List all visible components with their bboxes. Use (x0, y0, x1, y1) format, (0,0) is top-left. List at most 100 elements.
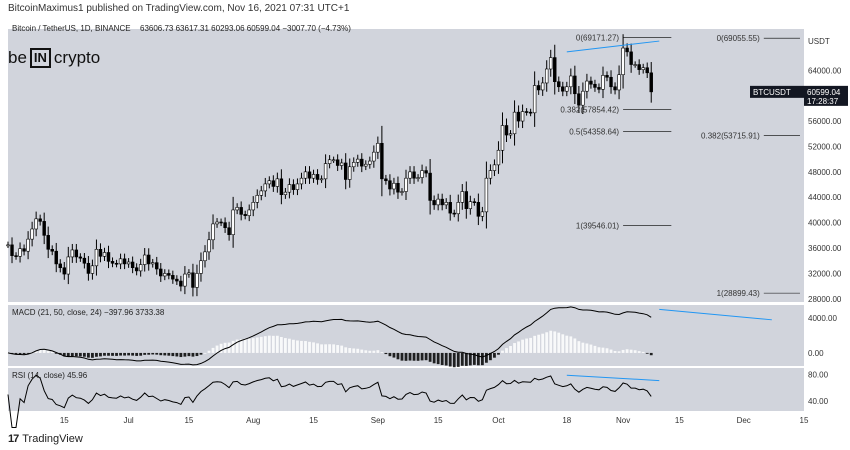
rsi-line (7, 374, 652, 428)
macd-histogram-bar (629, 349, 633, 353)
macd-histogram-bar (263, 336, 267, 353)
macd-histogram-bar (348, 348, 352, 353)
macd-histogram-bar (86, 352, 90, 358)
fib-level-label: 1(39546.01) (576, 222, 619, 231)
macd-histogram-bar (163, 352, 167, 356)
macd-histogram-bar (376, 350, 380, 353)
macd-histogram-bar (565, 335, 569, 353)
candle-body (464, 191, 469, 209)
candle-body (569, 75, 573, 88)
time-tick-label: Oct (492, 416, 505, 425)
candle-body (275, 178, 280, 187)
candle-body (251, 202, 255, 211)
candle-body (191, 272, 195, 288)
ohlc-values: 63606.73 63617.31 60293.06 60599.04 −300… (140, 24, 351, 33)
macd-histogram-bar (74, 352, 78, 357)
candle-body (223, 222, 227, 229)
tradingview-icon: 17 (8, 433, 19, 445)
macd-histogram-bar (279, 336, 283, 353)
macd-histogram-bar (360, 349, 364, 353)
candle-body (472, 201, 477, 203)
candle-body (376, 142, 380, 153)
candle-body (159, 268, 163, 277)
candle-body (38, 218, 42, 222)
macd-histogram-bar (203, 352, 207, 354)
macd-histogram-bar (243, 338, 247, 353)
candle-body (605, 75, 609, 78)
candle-body (512, 111, 517, 135)
macd-histogram-bar (388, 352, 392, 357)
candle-body (30, 228, 34, 240)
macd-histogram-bar (275, 335, 279, 353)
tradingview-logo[interactable]: 17 TradingView (8, 433, 83, 445)
macd-histogram-bar (448, 352, 452, 367)
candle-body (163, 273, 167, 277)
time-tick-label: Nov (616, 416, 630, 425)
candle-body (34, 218, 38, 230)
macd-tick-label: 4000.00 (808, 314, 837, 323)
macd-histogram-bar (384, 352, 388, 355)
macd-histogram-bar (557, 332, 561, 353)
candle-body (10, 244, 14, 256)
macd-histogram-bar (308, 341, 311, 353)
candle-body (291, 184, 296, 190)
macd-histogram-bar (577, 341, 581, 353)
candle-body (70, 249, 75, 258)
macd-histogram-bar (147, 352, 151, 355)
macd-histogram-bar (404, 352, 408, 361)
candle-body (147, 254, 151, 265)
macd-histogram-bar (251, 338, 255, 353)
macd-histogram-bar (259, 336, 263, 353)
candle-body (130, 261, 135, 269)
last-price-symbol-box (750, 85, 804, 98)
candle-body (480, 211, 485, 217)
macd-histogram-bar (99, 352, 102, 357)
macd-histogram-bar (195, 352, 199, 357)
macd-histogram-bar (107, 352, 110, 356)
candle-body (380, 142, 384, 180)
macd-histogram-bar (179, 352, 183, 358)
macd-histogram-bar (344, 347, 348, 353)
rsi-label: RSI (14, close) 45.96 (12, 371, 88, 380)
candle-body (311, 174, 316, 179)
macd-histogram-bar (416, 352, 420, 361)
candle-body (520, 111, 525, 122)
last-price-box (804, 85, 848, 106)
candle-body (504, 125, 509, 136)
time-tick-label: 15 (309, 416, 318, 425)
macd-histogram-bar (633, 350, 637, 353)
candle-body (207, 239, 211, 253)
macd-histogram-bar (316, 343, 319, 353)
candle-body (392, 182, 396, 190)
logo-box: IN (29, 48, 51, 68)
candle-body (295, 183, 300, 190)
macd-histogram-bar (38, 349, 42, 353)
macd-histogram-bar (332, 344, 336, 353)
candle-body (247, 209, 251, 216)
candle-body (645, 67, 649, 74)
candle-body (609, 76, 613, 88)
candle-body (110, 261, 115, 264)
macd-histogram-bar (645, 352, 649, 354)
candle-body (235, 207, 239, 211)
candle-body (259, 190, 263, 196)
candle-body (400, 191, 404, 193)
price-axis-unit: USDT (808, 37, 830, 46)
candle-body (637, 64, 641, 70)
macd-histogram-bar (372, 350, 376, 353)
candle-body (613, 86, 617, 91)
macd-histogram-bar (424, 352, 428, 361)
macd-histogram-bar (292, 339, 295, 353)
macd-histogram-bar (589, 344, 593, 353)
last-price-value: 60599.04 (807, 88, 841, 97)
chart-area[interactable]: 64000.0060000.0056000.0052000.0048000.00… (0, 16, 850, 428)
macd-histogram-bar (50, 351, 54, 353)
macd-histogram-bar (283, 338, 287, 353)
candle-body (287, 184, 292, 193)
candle-body (468, 201, 473, 209)
candle-body (597, 87, 601, 90)
macd-histogram-bar (533, 335, 537, 353)
macd-histogram-bar (436, 352, 440, 365)
macd-histogram-bar (267, 335, 271, 353)
candle-body (428, 172, 432, 201)
